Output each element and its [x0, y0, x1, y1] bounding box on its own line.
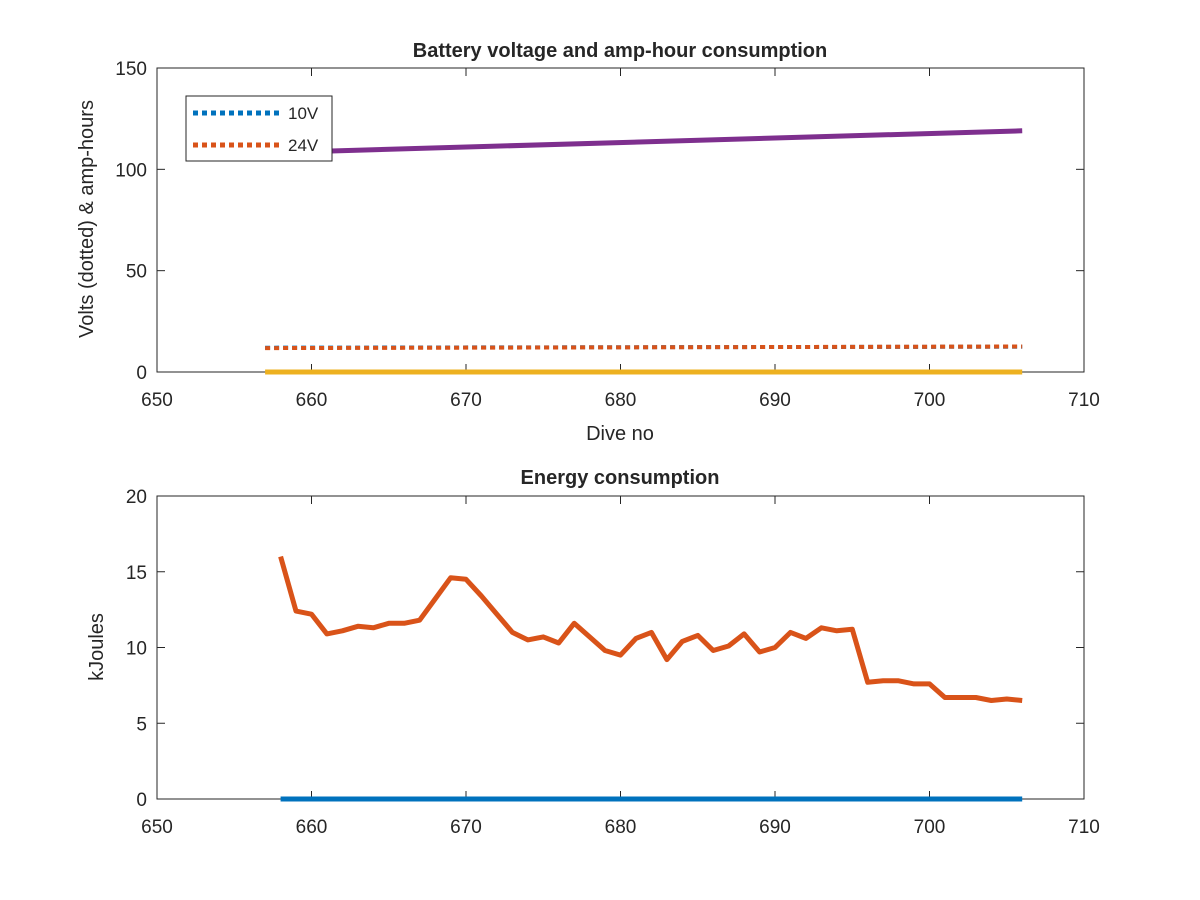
y-tick-label: 5 — [136, 714, 147, 735]
y-tick-label: 0 — [136, 363, 147, 384]
x-tick-label: 710 — [1068, 817, 1100, 838]
voltage-amphour-chart: Battery voltage and amp-hour consumption… — [76, 40, 1100, 445]
plot-area: 650 660 670 680 690 700 710 0 5 10 15 20 — [126, 487, 1100, 838]
y-tick-label: 0 — [136, 790, 147, 811]
legend-label-10v: 10V — [288, 104, 319, 123]
series-line-24v — [265, 344, 1023, 351]
legend-box — [185, 95, 333, 162]
y-tick-label: 20 — [126, 487, 147, 508]
legend: 10V 24V — [185, 95, 333, 162]
chart-title: Energy consumption — [521, 467, 720, 489]
legend-label-24v: 24V — [288, 136, 319, 155]
chart-title: Battery voltage and amp-hour consumption — [413, 40, 827, 62]
axes-frame — [156, 495, 1085, 800]
y-tick-label: 100 — [115, 160, 147, 181]
x-tick-label: 650 — [141, 817, 173, 838]
energy-consumption-chart: Energy consumption kJoules 650 660 670 680 6… — [86, 467, 1100, 838]
y-tick-label: 150 — [115, 59, 147, 80]
y-axis-label: kJoules — [86, 613, 108, 681]
x-tick-label: 660 — [296, 390, 328, 411]
series-line-3 — [326, 128, 1023, 154]
axes-frame — [156, 67, 1085, 373]
plot-area: 650 660 670 680 690 700 710 0 50 100 150 — [115, 59, 1100, 411]
x-tick-label: 670 — [450, 390, 482, 411]
x-tick-label: 700 — [914, 390, 946, 411]
y-axis-label: Volts (dotted) & amp-hours — [76, 100, 98, 338]
x-tick-label: 700 — [914, 817, 946, 838]
x-tick-label: 660 — [296, 817, 328, 838]
x-tick-label: 690 — [759, 390, 791, 411]
x-tick-label: 680 — [605, 817, 637, 838]
y-tick-label: 15 — [126, 563, 147, 584]
x-axis-label: Dive no — [586, 423, 654, 445]
x-tick-label: 680 — [605, 390, 637, 411]
series-line-1 — [278, 555, 1023, 703]
x-tick-label: 650 — [141, 390, 173, 411]
x-tick-label: 690 — [759, 817, 791, 838]
y-tick-label: 10 — [126, 639, 147, 660]
x-tick-label: 670 — [450, 817, 482, 838]
y-tick-label: 50 — [126, 262, 147, 283]
x-tick-label: 710 — [1068, 390, 1100, 411]
